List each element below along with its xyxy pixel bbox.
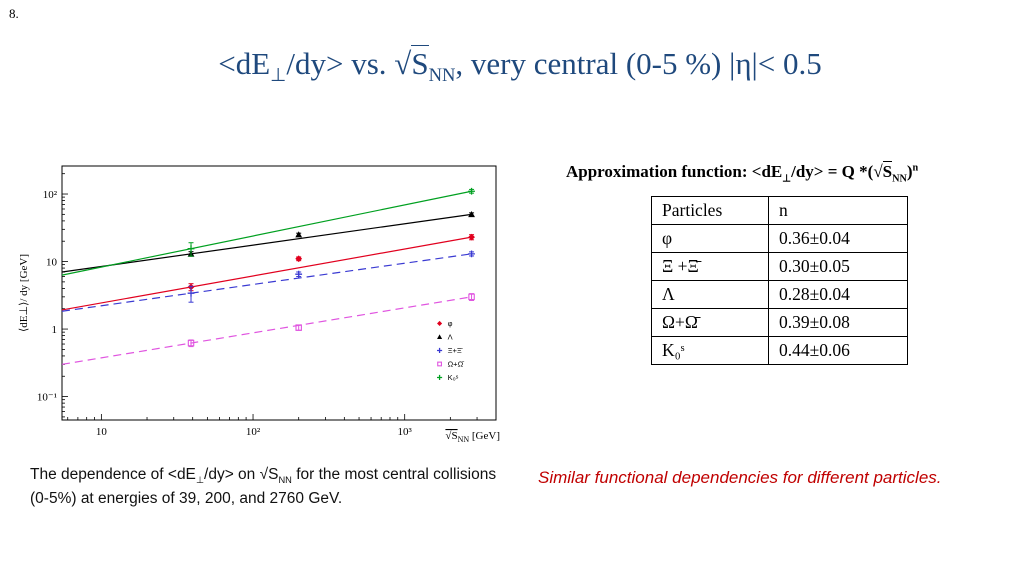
approximation-function: Approximation function: <dE⊥/dy> = Q *(√… xyxy=(566,161,919,185)
legend-label: Ω+Ω̄ xyxy=(448,360,465,369)
y-axis-label: ⟨dE⊥⟩/ dy [GeV] xyxy=(18,254,30,332)
caption-sub-nn: NN xyxy=(278,475,292,486)
marker-square-open xyxy=(187,339,195,347)
caption-sub-perp: ⊥ xyxy=(195,475,205,486)
title-fragment: /dy> vs. xyxy=(286,46,395,81)
legend-label: K₀ˢ xyxy=(448,373,459,382)
x-tick-label: 10² xyxy=(246,426,261,438)
title-fragment: S xyxy=(411,45,429,81)
title-sub-nn: NN xyxy=(428,65,456,87)
fit-line xyxy=(61,213,472,273)
marker-plus xyxy=(437,347,443,354)
marker-plus xyxy=(468,187,475,195)
page-number: 8. xyxy=(9,6,19,21)
y-tick-label: 10⁻¹ xyxy=(37,392,57,404)
fit-parameters-table: Particles n φ 0.36±0.04 Ξ +Ξ̄ 0.30±0.05 Λ 0.2… xyxy=(651,196,908,365)
table-cell: 0.30±0.05 xyxy=(768,252,908,281)
table-cell: K₀ˢ xyxy=(651,336,769,365)
title-sub-perp: ⊥ xyxy=(270,65,287,87)
approx-sub-nn: NN xyxy=(892,173,907,185)
fit-line xyxy=(61,296,472,365)
caption-fragment: for the most central collisions (0-5%) a… xyxy=(30,466,497,507)
y-tick-label: 10² xyxy=(43,189,58,201)
marker-square-open xyxy=(468,293,475,301)
approx-fragment: S xyxy=(882,161,893,181)
figure-caption: The dependence of <dE⊥/dy> on √SNN for t… xyxy=(30,464,500,510)
marker-plus xyxy=(187,245,195,253)
title-fragment: , very central (0-5 %) |η|< 0.5 xyxy=(455,46,822,81)
table-cell: Λ xyxy=(651,280,769,309)
radical-sign: √ xyxy=(873,162,883,181)
table-cell: Ξ +Ξ̄ xyxy=(651,252,769,281)
y-tick-label: 1 xyxy=(52,324,58,336)
table-row: φ 0.36±0.04 xyxy=(651,224,908,253)
table-header-row: Particles n xyxy=(651,196,908,225)
x-axis-label: √SNN [GeV] xyxy=(445,430,500,444)
marker-diamond xyxy=(468,233,475,241)
table-cell: 0.44±0.06 xyxy=(768,336,908,365)
table-row: Ξ +Ξ̄ 0.30±0.05 xyxy=(651,252,908,281)
marker-triangle xyxy=(468,210,475,218)
approx-fragment: ) xyxy=(906,162,913,181)
caption-fragment: The dependence of <dE xyxy=(30,466,196,483)
caption-fragment: S xyxy=(268,466,279,483)
approx-fragment: Approximation function: <dE xyxy=(566,162,783,181)
legend-label: Λ xyxy=(448,333,453,342)
marker-plus xyxy=(468,250,475,258)
marker-triangle xyxy=(437,334,443,340)
plot-frame xyxy=(61,165,497,421)
table-row: K₀ˢ 0.44±0.06 xyxy=(651,336,908,365)
table-cell: Ω+Ω̄ xyxy=(651,308,769,337)
table-header-particles: Particles xyxy=(651,196,769,225)
fit-line xyxy=(61,253,472,312)
marker-plus xyxy=(295,270,303,278)
caption-fragment: /dy> on xyxy=(204,466,260,483)
plot-svg: 10 10² 10³ 10⁻¹ 1 10 10² ⟨dE⊥⟩/ dy [GeV] √SNN [G… xyxy=(18,165,500,444)
y-tick-label: 10 xyxy=(46,257,58,269)
marker-square-open xyxy=(437,361,442,367)
marker-plus xyxy=(437,374,443,381)
title-fragment: <dE xyxy=(218,46,271,81)
x-tick-label: 10 xyxy=(96,426,108,438)
radical-sign: √ xyxy=(259,466,269,483)
conclusion-note: Similar functional dependencies for diff… xyxy=(538,468,942,487)
table-row: Λ 0.28±0.04 xyxy=(651,280,908,309)
legend-label: φ xyxy=(448,319,453,328)
marker-diamond xyxy=(437,320,443,327)
marker-plus xyxy=(187,289,195,297)
fit-line xyxy=(61,190,472,276)
table-cell: 0.28±0.04 xyxy=(768,280,908,309)
legend-label: Ξ+Ξ̄ xyxy=(448,346,463,355)
table-cell: 0.36±0.04 xyxy=(768,224,908,253)
marker-square-open xyxy=(295,324,302,331)
x-tick-label: 10³ xyxy=(398,426,413,438)
marker-diamond xyxy=(295,255,303,263)
energy-chart: 10 10² 10³ 10⁻¹ 1 10 10² ⟨dE⊥⟩/ dy [GeV] √SNN [G… xyxy=(14,156,504,454)
table-row: Ω+Ω̄ 0.39±0.08 xyxy=(651,308,908,337)
table-cell: φ xyxy=(651,224,769,253)
table-cell: 0.39±0.08 xyxy=(768,308,908,337)
table-header-n: n xyxy=(768,196,908,225)
approx-sup-n: n xyxy=(912,162,919,174)
fit-line xyxy=(61,236,472,311)
marker-triangle xyxy=(295,231,303,238)
approx-sub-perp: ⊥ xyxy=(782,173,792,185)
slide-title: <dE⊥/dy> vs. √SNN, very central (0-5 %) … xyxy=(40,45,1000,87)
radical-sign: √ xyxy=(394,46,412,81)
approx-fragment: /dy> = Q *( xyxy=(791,162,874,181)
